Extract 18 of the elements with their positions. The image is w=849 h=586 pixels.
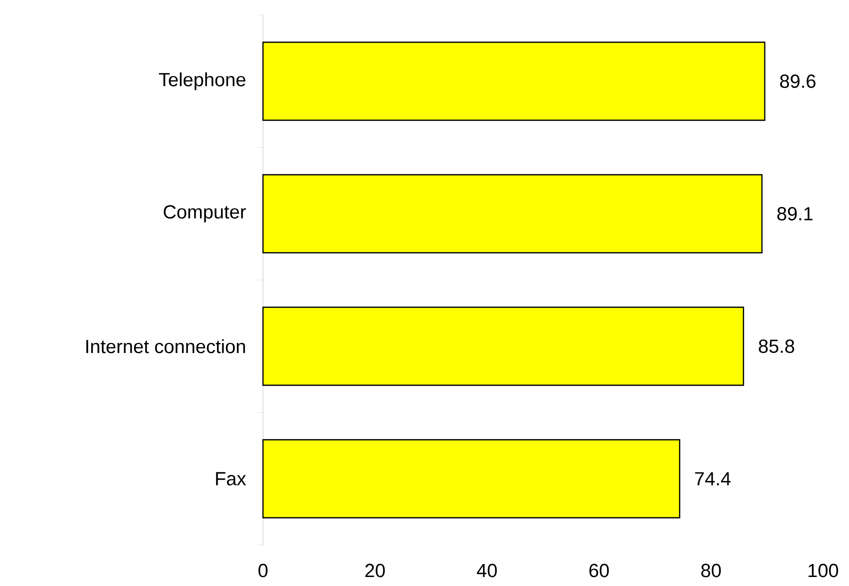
x-tick-label: 0 — [258, 564, 268, 578]
x-tick-label: 80 — [701, 564, 721, 578]
bar — [262, 174, 763, 254]
data-label: 74.4 — [695, 472, 731, 486]
bar — [262, 42, 766, 121]
data-label: 89.1 — [777, 207, 813, 220]
data-label: 89.6 — [780, 74, 816, 88]
x-tick-label: 20 — [365, 564, 385, 578]
bar — [262, 439, 680, 518]
y-tick-label: Internet connection — [86, 339, 245, 354]
x-tick-label: 60 — [589, 564, 609, 578]
y-tick-label: Computer — [164, 205, 246, 222]
x-tick-label: 100 — [808, 564, 838, 578]
data-label: 85.8 — [758, 340, 794, 353]
bar — [262, 306, 744, 386]
y-tick-label: Telephone — [158, 72, 246, 90]
y-tick-label: Fax — [216, 472, 246, 486]
x-tick-label: 40 — [476, 564, 497, 578]
